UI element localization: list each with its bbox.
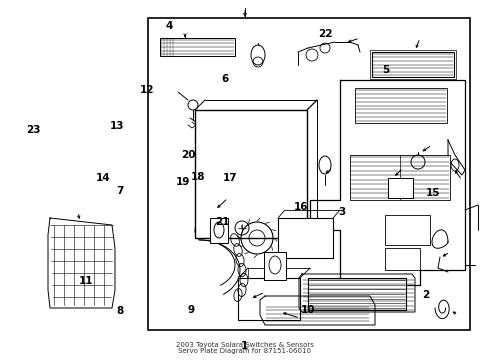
- Text: 7: 7: [116, 186, 123, 196]
- Bar: [307, 278, 405, 310]
- Text: 13: 13: [110, 121, 124, 131]
- Text: 18: 18: [190, 172, 205, 182]
- Text: 17: 17: [222, 173, 237, 183]
- Polygon shape: [309, 80, 464, 285]
- Bar: [278, 218, 332, 258]
- Text: 12: 12: [139, 85, 154, 95]
- Text: 5: 5: [382, 65, 389, 75]
- Bar: [354, 88, 446, 123]
- Polygon shape: [260, 296, 374, 325]
- Bar: [384, 248, 419, 270]
- Bar: [148, 18, 469, 330]
- Text: 3: 3: [338, 207, 345, 217]
- Text: 19: 19: [176, 177, 190, 187]
- Text: 6: 6: [221, 74, 228, 84]
- Text: 20: 20: [181, 150, 195, 160]
- Bar: [349, 155, 449, 200]
- Polygon shape: [298, 274, 414, 312]
- Text: 11: 11: [78, 276, 93, 286]
- Text: 15: 15: [425, 188, 439, 198]
- Bar: [160, 38, 235, 56]
- Bar: [369, 50, 455, 79]
- Bar: [238, 278, 299, 320]
- Bar: [195, 110, 306, 238]
- Text: 1: 1: [241, 341, 247, 351]
- Text: 10: 10: [300, 305, 315, 315]
- Text: 14: 14: [95, 173, 110, 183]
- Polygon shape: [187, 122, 196, 128]
- Text: 8: 8: [116, 306, 123, 316]
- Bar: [384, 215, 429, 245]
- Polygon shape: [48, 218, 115, 308]
- Text: 16: 16: [293, 202, 307, 212]
- Polygon shape: [447, 140, 464, 175]
- Text: 4: 4: [164, 21, 172, 31]
- Text: 23: 23: [26, 125, 41, 135]
- Text: 2: 2: [421, 290, 428, 300]
- Text: 22: 22: [317, 29, 332, 39]
- Text: 2003 Toyota Solara Switches & Sensors
Servo Plate Diagram for 87151-06010: 2003 Toyota Solara Switches & Sensors Se…: [175, 342, 313, 355]
- Bar: [387, 178, 412, 198]
- Bar: [209, 218, 227, 243]
- Text: 21: 21: [215, 217, 229, 228]
- Text: 9: 9: [187, 305, 194, 315]
- Bar: [264, 252, 285, 280]
- Bar: [371, 52, 453, 77]
